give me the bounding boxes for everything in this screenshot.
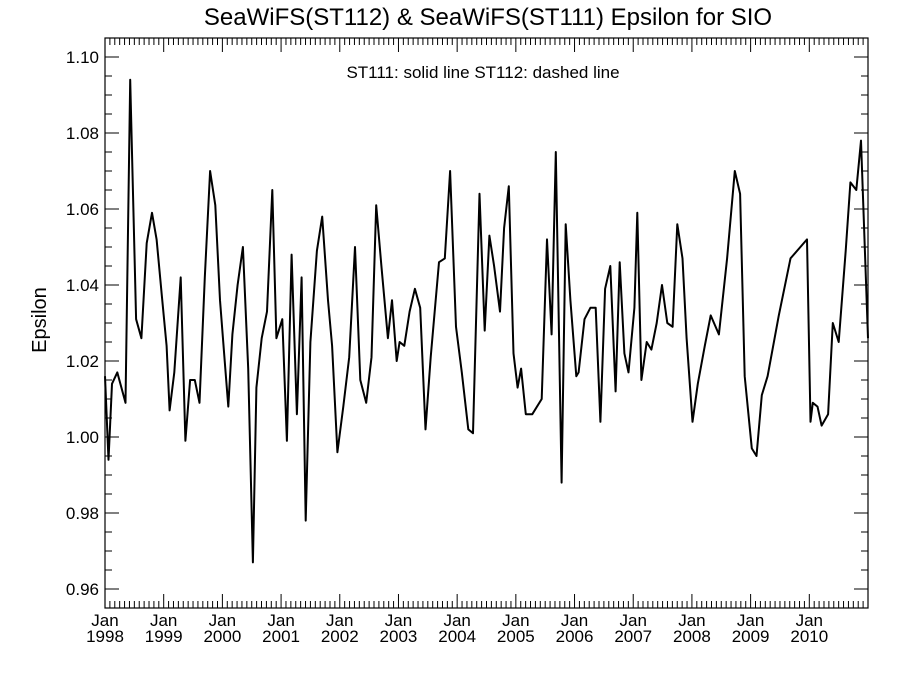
x-axis-ticks: Jan1998Jan1999Jan2000Jan2001Jan2002Jan20… — [86, 38, 864, 646]
x-tick-year-label: 2000 — [203, 627, 241, 646]
series-line-st111 — [104, 78, 869, 564]
x-tick-month-label: Jan — [502, 611, 529, 630]
x-tick-year-label: 1998 — [86, 627, 124, 646]
line-style-annotation: ST111: solid line ST112: dashed line — [346, 63, 619, 82]
y-tick-label: 1.10 — [66, 48, 99, 67]
x-tick-year-label: 2002 — [321, 627, 359, 646]
y-axis-ticks: 0.96 0.98 1.00 1.02 1.04 1.06 1.08 1.10 — [66, 37, 868, 599]
series-layer — [104, 78, 869, 564]
x-tick-year-label: 2003 — [380, 627, 418, 646]
x-tick-month-label: Jan — [561, 611, 588, 630]
y-tick-label: 0.96 — [66, 580, 99, 599]
x-tick-month-label: Jan — [620, 611, 647, 630]
x-tick-month-label: Jan — [737, 611, 764, 630]
x-tick-month-label: Jan — [150, 611, 177, 630]
x-tick-month-label: Jan — [326, 611, 353, 630]
x-tick-year-label: 2006 — [556, 627, 594, 646]
x-tick-year-label: 2004 — [438, 627, 476, 646]
x-tick-year-label: 2009 — [732, 627, 770, 646]
x-tick-year-label: 1999 — [145, 627, 183, 646]
x-tick-month-label: Jan — [267, 611, 294, 630]
plot-frame — [104, 37, 869, 609]
x-tick-year-label: 2001 — [262, 627, 300, 646]
y-tick-label: 1.02 — [66, 352, 99, 371]
y-tick-label: 1.08 — [66, 124, 99, 143]
y-axis-label: Epsilon — [29, 287, 51, 353]
y-tick-label: 1.06 — [66, 200, 99, 219]
chart-title: SeaWiFS(ST112) & SeaWiFS(ST111) Epsilon … — [204, 4, 772, 31]
x-tick-year-label: 2008 — [673, 627, 711, 646]
x-tick-month-label: Jan — [91, 611, 118, 630]
x-tick-month-label: Jan — [385, 611, 412, 630]
y-tick-label: 0.98 — [66, 504, 99, 523]
x-tick-month-label: Jan — [443, 611, 470, 630]
x-tick-year-label: 2005 — [497, 627, 535, 646]
x-tick-month-label: Jan — [796, 611, 823, 630]
y-tick-label: 1.00 — [66, 428, 99, 447]
x-tick-month-label: Jan — [209, 611, 236, 630]
y-tick-label: 1.04 — [66, 276, 99, 295]
x-tick-month-label: Jan — [678, 611, 705, 630]
x-tick-year-label: 2007 — [614, 627, 652, 646]
x-tick-year-label: 2010 — [790, 627, 828, 646]
